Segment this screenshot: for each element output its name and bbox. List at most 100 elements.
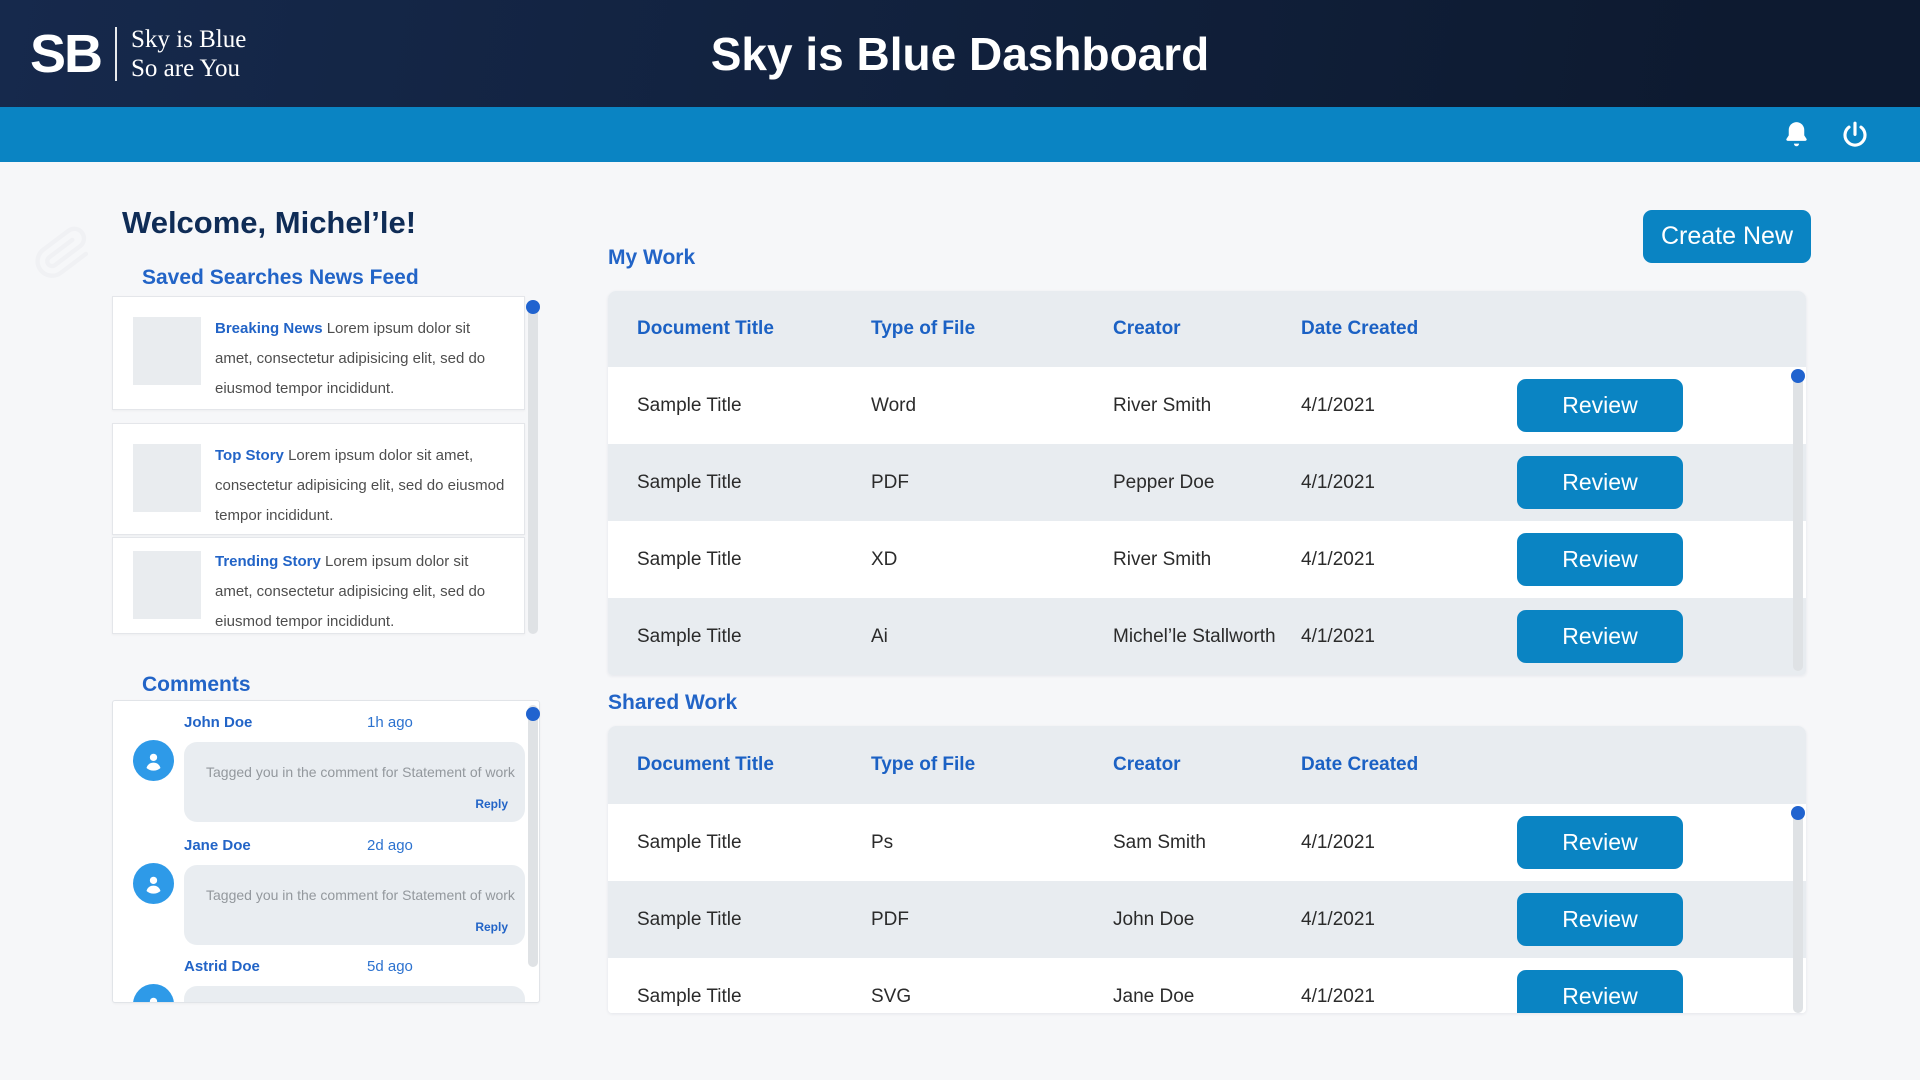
comment-timestamp: 5d ago: [367, 958, 413, 975]
welcome-heading: Welcome, Michel’le!: [122, 205, 417, 240]
avatar: [133, 984, 174, 1002]
cell-file-type: Word: [871, 394, 917, 416]
cell-date-created: 4/1/2021: [1301, 394, 1375, 416]
cell-creator: John Doe: [1113, 908, 1195, 930]
news-body: Lorem ipsum dolor sit amet, consectetur …: [215, 320, 486, 397]
comment-text: Tagged you in the comment for Statement …: [206, 764, 515, 780]
review-button[interactable]: Review: [1517, 533, 1683, 586]
cell-document-title: Sample Title: [637, 908, 742, 930]
brand-tagline: Sky is Blue So are You: [131, 25, 246, 83]
news-tag: Breaking News: [215, 320, 323, 337]
cell-file-type: PDF: [871, 908, 909, 930]
notifications-bell-icon[interactable]: [1781, 119, 1812, 151]
cell-creator: Pepper Doe: [1113, 471, 1215, 493]
table-row: Sample Title Ps Sam Smith 4/1/2021 Revie…: [608, 804, 1806, 881]
comment-item: John Doe 1h ago Tagged you in the commen…: [113, 714, 539, 826]
news-item[interactable]: Breaking News Lorem ipsum dolor sit amet…: [112, 296, 525, 410]
review-button[interactable]: Review: [1517, 610, 1683, 663]
cell-file-type: Ai: [871, 625, 888, 647]
shared-work-heading: Shared Work: [608, 691, 738, 714]
brand-logo[interactable]: SB Sky is Blue So are You: [30, 25, 246, 83]
cell-creator: Jane Doe: [1113, 985, 1195, 1007]
news-feed-heading: Saved Searches News Feed: [142, 266, 419, 289]
news-thumbnail: [133, 317, 201, 385]
comments-scrollbar[interactable]: [526, 705, 540, 967]
shared-work-table: Document Title Type of File Creator Date…: [608, 726, 1806, 1013]
news-feed-scrollbar-thumb[interactable]: [526, 300, 540, 314]
power-icon[interactable]: [1840, 120, 1870, 150]
cell-file-type: Ps: [871, 831, 894, 853]
paperclip-icon: [35, 226, 89, 278]
table-row: Sample Title PDF John Doe 4/1/2021 Revie…: [608, 881, 1806, 958]
column-header-document-title: Document Title: [637, 754, 774, 775]
comments-scrollbar-thumb[interactable]: [526, 707, 540, 721]
table-row: Sample Title XD River Smith 4/1/2021 Rev…: [608, 521, 1806, 598]
utility-bar: [0, 107, 1920, 162]
table-header-row: Document Title Type of File Creator Date…: [608, 291, 1806, 367]
cell-document-title: Sample Title: [637, 625, 742, 647]
brand-tagline-line2: So are You: [131, 54, 241, 82]
news-text: Trending Story Lorem ipsum dolor sit ame…: [215, 547, 510, 637]
my-work-scrollbar-thumb[interactable]: [1791, 369, 1805, 383]
column-header-creator: Creator: [1113, 318, 1181, 339]
cell-date-created: 4/1/2021: [1301, 471, 1375, 493]
cell-date-created: 4/1/2021: [1301, 625, 1375, 647]
comment-author: John Doe: [184, 714, 253, 731]
user-icon: [146, 876, 161, 894]
comment-author: Astrid Doe: [184, 958, 260, 975]
comment-author: Jane Doe: [184, 837, 251, 854]
table-row: Sample Title PDF Pepper Doe 4/1/2021 Rev…: [608, 444, 1806, 521]
cell-creator: Michel’le Stallworth: [1113, 625, 1276, 647]
brand-tagline-line1: Sky is Blue: [131, 25, 247, 53]
cell-date-created: 4/1/2021: [1301, 985, 1375, 1007]
column-header-date-created: Date Created: [1301, 754, 1419, 775]
news-tag: Trending Story: [215, 553, 321, 570]
column-header-date-created: Date Created: [1301, 318, 1419, 339]
brand-initials: SB: [30, 23, 103, 84]
table-row: Sample Title Ai Michel’le Stallworth 4/1…: [608, 598, 1806, 675]
news-body: Lorem ipsum dolor sit amet, consectetur …: [215, 447, 505, 524]
create-new-button[interactable]: Create New: [1643, 210, 1811, 263]
review-button[interactable]: Review: [1517, 379, 1683, 432]
review-button[interactable]: Review: [1517, 456, 1683, 509]
comments-panel: John Doe 1h ago Tagged you in the commen…: [112, 700, 540, 1003]
cell-date-created: 4/1/2021: [1301, 548, 1375, 570]
news-text: Top Story Lorem ipsum dolor sit amet, co…: [215, 441, 510, 531]
comment-item: Astrid Doe 5d ago Reply: [113, 958, 539, 1002]
comment-bubble: Tagged you in the comment for Statement …: [184, 742, 525, 822]
shared-work-scrollbar[interactable]: [1791, 806, 1805, 1013]
column-header-document-title: Document Title: [637, 318, 774, 339]
reply-link[interactable]: Reply: [475, 920, 508, 934]
column-header-type-of-file: Type of File: [871, 318, 976, 339]
cell-document-title: Sample Title: [637, 394, 742, 416]
review-button[interactable]: Review: [1517, 893, 1683, 946]
comment-bubble: Reply: [184, 986, 525, 1002]
cell-document-title: Sample Title: [637, 831, 742, 853]
app-header: SB Sky is Blue So are You Sky is Blue Da…: [0, 0, 1920, 107]
cell-document-title: Sample Title: [637, 985, 742, 1007]
shared-work-scrollbar-thumb[interactable]: [1791, 806, 1805, 820]
cell-date-created: 4/1/2021: [1301, 908, 1375, 930]
news-tag: Top Story: [215, 447, 284, 464]
my-work-scrollbar[interactable]: [1791, 369, 1805, 671]
table-row: Sample Title Word River Smith 4/1/2021 R…: [608, 367, 1806, 444]
news-item[interactable]: Trending Story Lorem ipsum dolor sit ame…: [112, 537, 525, 634]
user-icon: [146, 753, 161, 771]
cell-creator: Sam Smith: [1113, 831, 1206, 853]
news-thumbnail: [133, 444, 201, 512]
news-feed-scrollbar[interactable]: [526, 300, 540, 634]
page-title: Sky is Blue Dashboard: [710, 27, 1210, 80]
comment-text: Tagged you in the comment for Statement …: [206, 887, 515, 903]
column-header-creator: Creator: [1113, 754, 1181, 775]
avatar: [133, 863, 174, 904]
news-text: Breaking News Lorem ipsum dolor sit amet…: [215, 314, 510, 404]
review-button[interactable]: Review: [1517, 816, 1683, 869]
my-work-heading: My Work: [608, 246, 696, 269]
comment-timestamp: 1h ago: [367, 714, 413, 731]
review-button[interactable]: Review: [1517, 970, 1683, 1013]
news-item[interactable]: Top Story Lorem ipsum dolor sit amet, co…: [112, 423, 525, 535]
reply-link[interactable]: Reply: [475, 797, 508, 811]
table-header-row: Document Title Type of File Creator Date…: [608, 726, 1806, 804]
comment-bubble: Tagged you in the comment for Statement …: [184, 865, 525, 945]
user-icon: [149, 997, 158, 1002]
